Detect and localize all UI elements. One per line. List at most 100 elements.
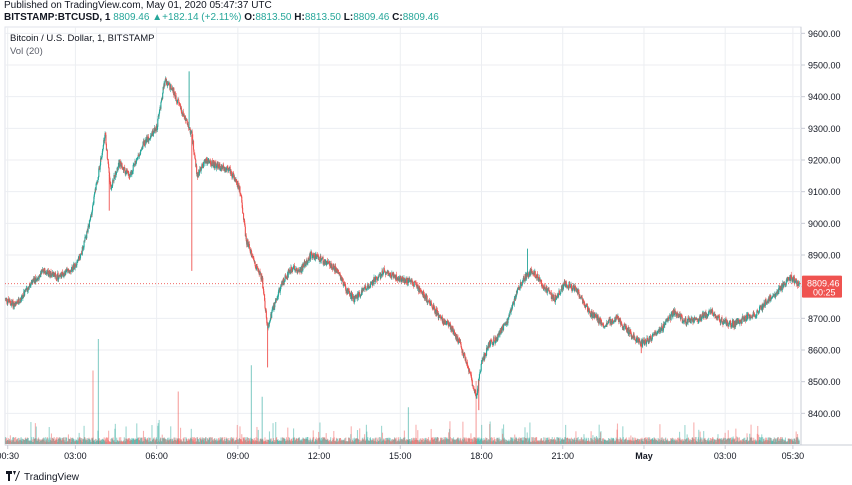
volume-bar (213, 440, 215, 444)
volume-bar (653, 437, 655, 444)
candle-body (368, 287, 370, 289)
volume-bar (672, 440, 674, 444)
volume-bar (102, 439, 104, 444)
volume-bar (696, 441, 698, 444)
volume-bar (235, 437, 237, 444)
volume-bar (353, 441, 355, 444)
volume-bar (751, 437, 753, 444)
volume-bar (641, 438, 643, 444)
volume-bar (239, 439, 241, 444)
candle-body (6, 298, 8, 303)
candle-body (137, 155, 139, 159)
volume-bar (781, 437, 783, 444)
volume-bar (267, 439, 269, 444)
volume-bar (645, 437, 647, 444)
volume-bar (130, 439, 132, 444)
candle-body (484, 353, 486, 356)
volume-bar (503, 424, 505, 444)
candle-body (473, 388, 475, 390)
volume-bar (628, 439, 631, 444)
volume-bar (20, 437, 22, 444)
candle-body (210, 163, 212, 166)
volume-bar (735, 428, 737, 444)
volume-bar (325, 439, 327, 444)
candle-body (247, 243, 250, 247)
candle-body (458, 339, 460, 343)
volume-bar (399, 440, 401, 444)
candle-body (472, 385, 474, 389)
volume-bar (30, 422, 32, 444)
volume-bar (704, 439, 707, 444)
volume-bar (268, 439, 270, 444)
volume-bar (404, 439, 406, 444)
volume-bar (535, 441, 537, 444)
candle-body (14, 303, 16, 306)
candle-body (175, 99, 178, 102)
volume-bar (175, 441, 178, 444)
volume-bar (373, 440, 375, 444)
volume-bar (55, 438, 57, 444)
volume-bar (66, 437, 68, 444)
candle-body (351, 293, 353, 299)
candle-body (136, 158, 138, 161)
candle-body (568, 284, 570, 289)
volume-bar (175, 440, 177, 444)
volume-bar (372, 438, 374, 444)
candle-body (677, 317, 679, 318)
candle-body (199, 168, 201, 170)
volume-bar (759, 439, 761, 444)
volume-bar (352, 441, 355, 444)
candle-body (271, 309, 273, 313)
candle-body (283, 278, 285, 284)
volume-bar (77, 437, 79, 444)
volume-bar (652, 438, 654, 444)
volume-bar (279, 440, 281, 444)
volume-bar (532, 437, 535, 444)
volume-bar (278, 440, 280, 444)
volume-bar (99, 440, 101, 444)
volume-bar (460, 440, 462, 444)
candle-body (522, 278, 524, 282)
volume-bar (188, 438, 190, 444)
volume-bar (466, 441, 468, 444)
volume-bar (421, 440, 423, 444)
candle-body (213, 163, 216, 168)
candle-body (163, 83, 165, 89)
candle-body (289, 269, 291, 273)
volume-bar (517, 438, 519, 444)
volume-bar (437, 437, 439, 444)
volume-bar (187, 439, 189, 444)
candle-body (639, 340, 641, 343)
volume-bar (320, 437, 322, 444)
volume-bar (551, 437, 553, 444)
candle-body (358, 291, 360, 295)
candle-body (452, 327, 454, 334)
volume-bar (536, 441, 538, 444)
candle-body (428, 300, 430, 302)
volume-bar (81, 438, 83, 444)
candle-body (591, 310, 593, 317)
price-change: ▲+182.14 (+2.11%) (152, 12, 242, 23)
volume-bar (402, 437, 405, 444)
candle-body (612, 319, 614, 323)
candle-body (108, 163, 110, 168)
volume-bar (241, 434, 243, 444)
volume-bar (392, 438, 394, 444)
volume-bar (735, 441, 737, 444)
volume-bar (352, 439, 354, 444)
volume-bar (647, 438, 649, 444)
volume-bar (653, 440, 655, 444)
candle-body (232, 173, 234, 178)
volume-bar (731, 437, 733, 444)
volume-bar (423, 438, 425, 444)
volume-bar (725, 439, 728, 444)
volume-bar (770, 437, 772, 444)
volume-bar (228, 437, 230, 444)
volume-bar (217, 437, 220, 444)
candle-body (585, 305, 587, 308)
candle-body (75, 265, 78, 266)
candle-body (326, 260, 329, 265)
volume-bar (501, 440, 503, 444)
volume-bar (546, 440, 548, 444)
